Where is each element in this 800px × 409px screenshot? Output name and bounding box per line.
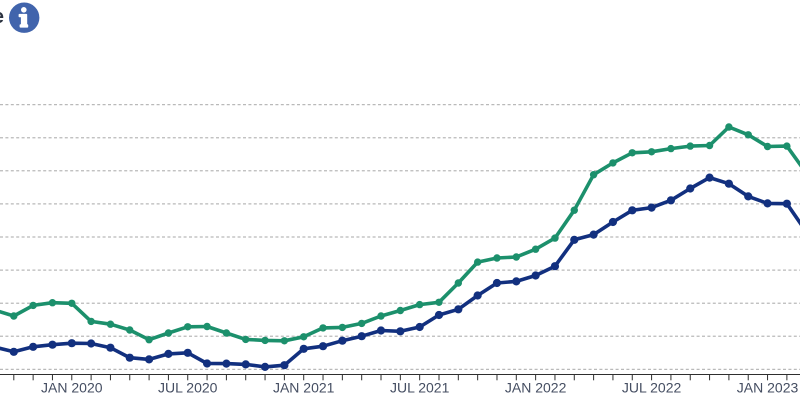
svg-text:JAN 2021: JAN 2021 (273, 380, 335, 396)
svg-text:JAN 2023: JAN 2023 (737, 380, 799, 396)
svg-text:JAN 2022: JAN 2022 (505, 380, 567, 396)
svg-text:e: e (0, 6, 4, 28)
svg-text:JAN 2020: JAN 2020 (41, 380, 103, 396)
svg-text:JUL 2020: JUL 2020 (158, 380, 218, 396)
svg-text:JUL 2021: JUL 2021 (390, 380, 450, 396)
svg-text:JUL 2022: JUL 2022 (622, 380, 682, 396)
